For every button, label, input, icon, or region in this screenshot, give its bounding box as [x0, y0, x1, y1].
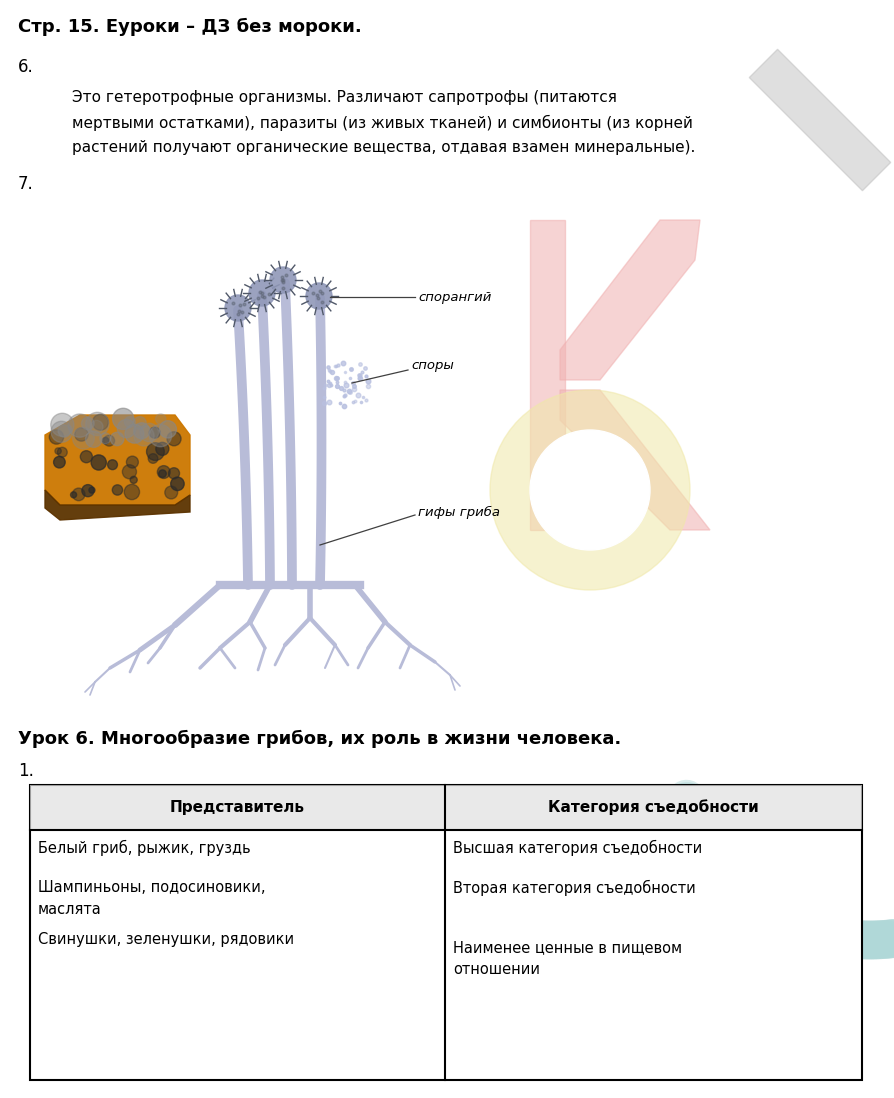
Circle shape	[71, 492, 77, 497]
Circle shape	[306, 283, 332, 309]
Text: Наименее ценные в пищевом: Наименее ценные в пищевом	[453, 940, 682, 955]
Text: споры: споры	[411, 359, 454, 372]
Circle shape	[122, 464, 137, 479]
Circle shape	[72, 489, 85, 501]
Circle shape	[126, 456, 139, 468]
Text: отношении: отношении	[453, 962, 540, 977]
Circle shape	[51, 413, 74, 436]
Circle shape	[82, 484, 94, 496]
Circle shape	[225, 295, 251, 321]
Circle shape	[134, 423, 149, 439]
Text: 7.: 7.	[18, 175, 34, 193]
Circle shape	[148, 453, 158, 463]
Bar	[30, 785, 862, 1080]
Circle shape	[68, 414, 91, 437]
Text: Это гетеротрофные организмы. Различают сапротрофы (питаются: Это гетеротрофные организмы. Различают с…	[72, 90, 617, 105]
Circle shape	[134, 426, 154, 446]
Text: Стр. 15. Еуроки – ДЗ без мороки.: Стр. 15. Еуроки – ДЗ без мороки.	[18, 18, 362, 36]
Circle shape	[164, 486, 178, 498]
Circle shape	[107, 460, 117, 470]
Circle shape	[102, 437, 109, 444]
Text: 6.: 6.	[18, 58, 34, 76]
Text: маслята: маслята	[38, 901, 102, 917]
Circle shape	[167, 432, 181, 446]
Circle shape	[92, 414, 108, 430]
Circle shape	[147, 442, 164, 460]
Circle shape	[171, 478, 184, 491]
Text: спорангий: спорангий	[418, 291, 492, 303]
Circle shape	[110, 433, 124, 446]
Text: мертвыми остатками), паразиты (из живых тканей) и симбионты (из корней: мертвыми остатками), паразиты (из живых …	[72, 115, 693, 131]
Circle shape	[104, 435, 114, 446]
Circle shape	[51, 422, 72, 442]
Circle shape	[490, 390, 690, 590]
Circle shape	[131, 477, 138, 483]
Circle shape	[57, 447, 67, 457]
Text: Белый гриб, рыжик, груздь: Белый гриб, рыжик, груздь	[38, 840, 250, 856]
Circle shape	[55, 448, 62, 455]
Circle shape	[249, 280, 275, 306]
Polygon shape	[560, 220, 700, 380]
Circle shape	[125, 424, 144, 444]
Text: Свинушки, зеленушки, рядовики: Свинушки, зеленушки, рядовики	[38, 932, 294, 946]
Circle shape	[149, 425, 172, 447]
Text: 1.: 1.	[18, 762, 34, 780]
Circle shape	[72, 427, 94, 449]
Text: Урок 6. Многообразие грибов, их роль в жизни человека.: Урок 6. Многообразие грибов, их роль в ж…	[18, 730, 621, 748]
Circle shape	[90, 421, 103, 434]
Polygon shape	[749, 49, 890, 191]
Text: Вторая категория съедобности: Вторая категория съедобности	[453, 879, 696, 896]
Circle shape	[89, 488, 95, 493]
Circle shape	[168, 468, 180, 479]
Circle shape	[159, 470, 166, 478]
Circle shape	[124, 484, 139, 500]
Text: Представитель: Представитель	[170, 800, 305, 815]
Circle shape	[75, 428, 89, 441]
Circle shape	[530, 430, 650, 550]
Text: Высшая категория съедобности: Высшая категория съедобности	[453, 840, 703, 856]
Circle shape	[157, 466, 170, 479]
Text: Шампиньоны, подосиновики,: Шампиньоны, подосиновики,	[38, 879, 266, 895]
Polygon shape	[45, 415, 190, 505]
Circle shape	[49, 429, 63, 445]
Polygon shape	[560, 390, 710, 530]
Circle shape	[86, 430, 102, 447]
Text: растений получают органические вещества, отдавая взамен минеральные).: растений получают органические вещества,…	[72, 141, 696, 155]
Circle shape	[117, 419, 136, 438]
Circle shape	[159, 421, 176, 438]
Polygon shape	[530, 220, 565, 530]
Circle shape	[58, 425, 71, 437]
Circle shape	[86, 413, 109, 436]
Circle shape	[140, 423, 158, 441]
Circle shape	[133, 416, 147, 429]
Circle shape	[81, 417, 94, 429]
Circle shape	[270, 267, 296, 293]
Circle shape	[80, 450, 92, 462]
Circle shape	[149, 427, 160, 438]
Circle shape	[54, 457, 65, 468]
Polygon shape	[45, 490, 190, 520]
Circle shape	[156, 414, 166, 424]
Circle shape	[100, 433, 111, 444]
Circle shape	[124, 416, 135, 427]
Bar	[30, 785, 862, 830]
Text: гифы гриба: гифы гриба	[418, 505, 500, 518]
Circle shape	[113, 408, 134, 429]
Circle shape	[91, 455, 106, 470]
Circle shape	[156, 442, 169, 456]
Circle shape	[113, 485, 122, 495]
Text: Категория съедобности: Категория съедобности	[548, 799, 759, 816]
